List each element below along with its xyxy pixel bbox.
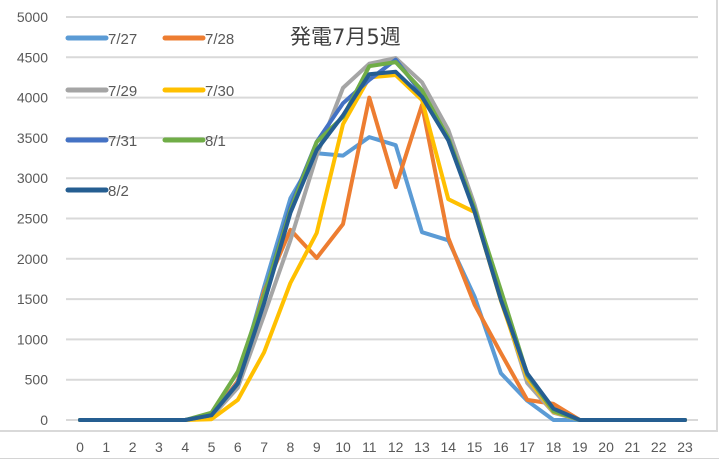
x-tick-label: 13 [414,439,430,455]
x-tick-label: 16 [493,439,509,455]
series-line-7-29[interactable] [78,56,687,422]
legend-item-7-28[interactable]: 7/28 [162,31,234,48]
y-tick-label: 5000 [17,9,48,25]
x-tick-label: 22 [651,439,667,455]
y-tick-label: 2000 [17,251,48,267]
y-tick-label: 3500 [17,130,48,146]
series-lines [78,56,687,422]
legend-label: 7/30 [205,83,234,100]
x-tick-label: 1 [102,439,110,455]
legend[interactable]: 7/27 7/28 7/29 7/30 7/31 8/1 8/2 [65,31,234,200]
y-tick-label: 1000 [17,331,48,347]
legend-item-8-2[interactable]: 8/2 [65,183,129,200]
legend-label: 7/28 [205,31,234,48]
y-tick-label: 4500 [17,49,48,65]
y-axis-ticks: 0 500 1000 1500 2000 2500 3000 3500 4000 4500 5000 [17,9,48,428]
x-tick-label: 5 [208,439,216,455]
x-tick-label: 14 [440,439,456,455]
series-line-8-2[interactable] [78,69,687,422]
x-tick-label: 2 [129,439,137,455]
legend-label: 8/1 [205,133,226,150]
legend-item-7-27[interactable]: 7/27 [65,31,137,48]
legend-item-8-1[interactable]: 8/1 [162,133,226,150]
legend-label: 7/27 [108,31,137,48]
y-tick-label: 4000 [17,90,48,106]
legend-label: 8/2 [108,183,129,200]
legend-label: 7/31 [108,133,137,150]
x-tick-label: 10 [335,439,351,455]
x-tick-label: 11 [362,439,377,455]
legend-item-7-31[interactable]: 7/31 [65,133,137,150]
x-axis-ticks: 0 1 2 3 4 5 6 7 8 9 10 11 12 13 14 15 16 17 18 19 20 21 22 23 [76,439,693,455]
x-tick-label: 18 [546,439,562,455]
series-line-7-27[interactable] [78,135,687,422]
y-tick-label: 2500 [17,211,48,227]
x-tick-label: 6 [234,439,242,455]
y-tick-label: 3000 [17,170,48,186]
legend-item-7-29[interactable]: 7/29 [65,83,137,100]
legend-item-7-30[interactable]: 7/30 [162,83,234,100]
legend-label: 7/29 [108,83,137,100]
series-line-7-31[interactable] [78,57,687,422]
x-tick-label: 4 [181,439,189,455]
y-tick-label: 1500 [17,291,48,307]
gridlines [66,16,698,421]
x-tick-label: 15 [467,439,483,455]
x-tick-label: 19 [572,439,588,455]
x-tick-label: 12 [388,439,404,455]
series-line-7-30[interactable] [78,73,687,422]
x-tick-label: 23 [677,439,693,455]
y-tick-label: 0 [40,412,48,428]
x-tick-label: 8 [287,439,295,455]
x-tick-label: 20 [598,439,614,455]
x-tick-label: 7 [260,439,268,455]
x-tick-label: 3 [155,439,163,455]
chart-title: 発電7月5週 [290,25,401,49]
y-tick-label: 500 [25,372,49,388]
series-line-8-1[interactable] [78,60,687,422]
x-tick-label: 21 [625,439,641,455]
x-tick-label: 17 [519,439,535,455]
x-tick-label: 9 [313,439,321,455]
x-tick-label: 0 [76,439,84,455]
